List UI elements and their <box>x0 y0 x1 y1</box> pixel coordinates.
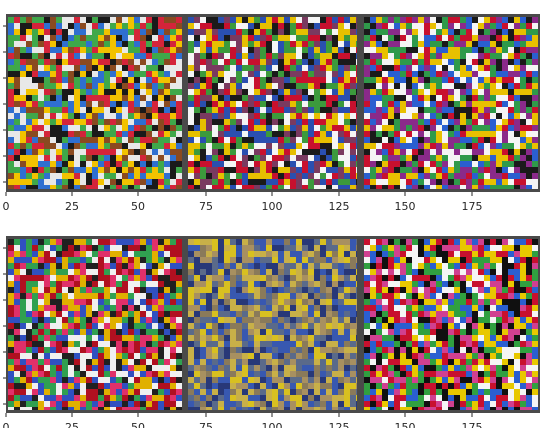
x-tick-label: 25 <box>65 200 79 213</box>
tile-5 <box>188 239 357 410</box>
tile-1 <box>8 17 182 189</box>
tile-3 <box>364 17 538 189</box>
x-tick-label: 75 <box>199 421 213 428</box>
x-tick-label: 175 <box>462 200 483 213</box>
tile-6 <box>364 239 538 410</box>
x-tick-label: 150 <box>395 421 416 428</box>
x-tick-label: 50 <box>131 421 145 428</box>
x-tick-label: 125 <box>329 200 350 213</box>
x-tick-label: 50 <box>131 200 145 213</box>
x-tick-label: 0 <box>3 421 10 428</box>
x-tick-label: 100 <box>262 200 283 213</box>
image-panel-1: 0 25 50 75 100 125 150 175 <box>3 14 540 213</box>
tile-4 <box>8 239 182 410</box>
x-tick-label: 175 <box>462 421 483 428</box>
x-tick-label: 100 <box>262 421 283 428</box>
x-tick-label: 75 <box>199 200 213 213</box>
x-tick-label: 150 <box>395 200 416 213</box>
x-tick-label: 25 <box>65 421 79 428</box>
tile-2 <box>188 17 357 189</box>
x-tick-label: 0 <box>3 200 10 213</box>
x-tick-label: 125 <box>329 421 350 428</box>
image-panel-2: 0 25 50 75 100 125 150 175 <box>3 236 540 428</box>
